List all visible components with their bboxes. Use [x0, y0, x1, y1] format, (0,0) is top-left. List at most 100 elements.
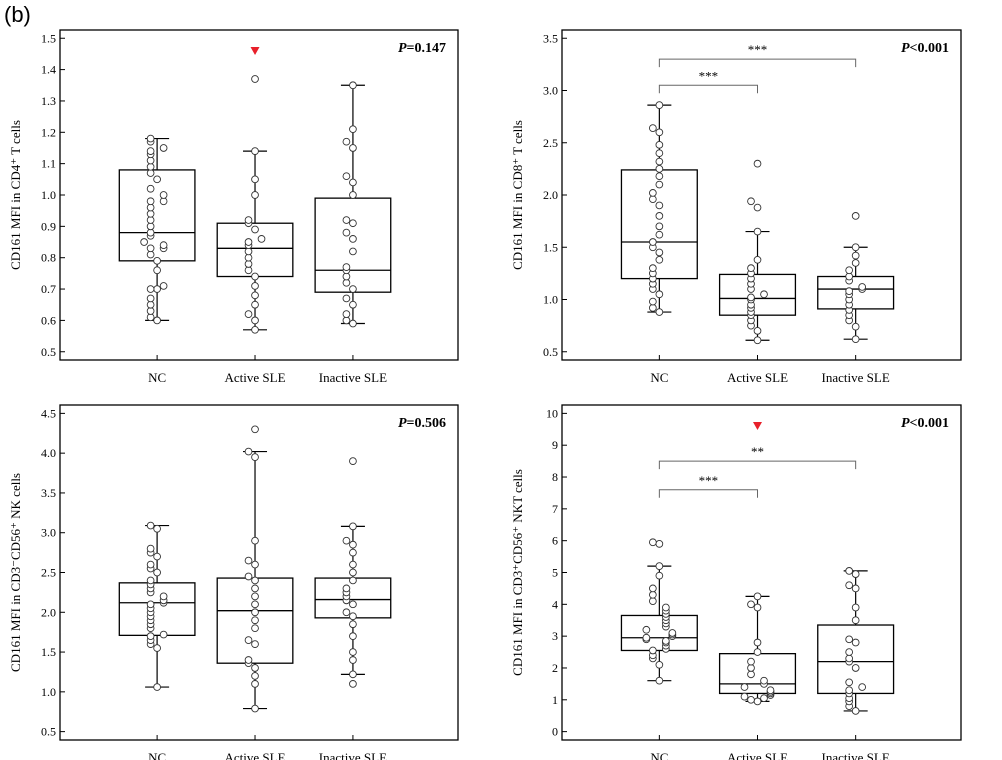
- data-point: [251, 608, 259, 617]
- data-point: [146, 285, 155, 293]
- data-point: [159, 241, 168, 250]
- data-point: [349, 144, 357, 152]
- data-point: [349, 319, 357, 328]
- box: [817, 275, 895, 310]
- box: [118, 582, 196, 637]
- data-point: [655, 149, 664, 158]
- data-point: [655, 157, 664, 166]
- data-point: [146, 147, 155, 155]
- data-point: [349, 191, 357, 199]
- data-point: [244, 238, 253, 246]
- data-point: [747, 293, 755, 302]
- data-point: [140, 238, 148, 246]
- y-tick-label: 0: [552, 725, 558, 739]
- data-point: [153, 524, 161, 533]
- red-triangle-marker: [250, 47, 260, 55]
- data-point: [342, 172, 351, 181]
- data-point: [851, 322, 860, 331]
- y-tick-label: 2.0: [41, 605, 56, 619]
- data-point: [349, 178, 357, 187]
- data-point: [251, 191, 259, 199]
- data-point: [244, 216, 253, 224]
- data-point: [858, 683, 867, 691]
- significance-stars: **: [751, 444, 764, 459]
- data-point: [146, 576, 155, 585]
- data-point: [349, 560, 357, 569]
- data-point: [251, 175, 259, 184]
- data-point: [153, 316, 161, 325]
- data-point: [655, 660, 664, 669]
- data-point: [342, 278, 351, 287]
- box: [118, 169, 196, 262]
- data-point: [851, 664, 860, 672]
- data-point: [342, 263, 351, 271]
- y-tick-label: 4: [552, 597, 558, 611]
- y-tick-label: 2.0: [543, 188, 558, 202]
- data-point: [251, 560, 259, 569]
- data-point: [349, 656, 357, 664]
- data-point: [159, 282, 168, 290]
- y-axis-label: CD161 MFI in CD4⁺ T cells: [8, 120, 23, 270]
- data-point: [146, 600, 155, 609]
- x-category-label: Inactive SLE: [319, 750, 387, 760]
- data-point: [349, 612, 357, 621]
- data-point: [146, 197, 155, 206]
- data-point: [845, 287, 854, 295]
- data-point: [845, 686, 854, 695]
- data-point: [649, 646, 657, 655]
- data-point: [747, 695, 755, 704]
- data-point: [349, 457, 357, 465]
- data-point: [349, 522, 357, 531]
- x-category-label: NC: [148, 750, 166, 760]
- data-point: [851, 212, 860, 220]
- data-point: [146, 300, 155, 309]
- data-point: [349, 670, 357, 679]
- panel-2: 0.5 1.0 1.5 2.0 2.5 3.0 3.5 NC Active SLE Inactiv…: [510, 29, 962, 385]
- data-point: [159, 191, 168, 199]
- data-point: [251, 325, 259, 334]
- data-point: [251, 272, 259, 281]
- data-point: [251, 680, 259, 688]
- box: [314, 197, 392, 293]
- data-point: [342, 216, 351, 224]
- y-tick-label: 6: [552, 534, 558, 548]
- data-point: [845, 654, 854, 663]
- y-tick-label: 1.0: [41, 188, 56, 202]
- data-point: [747, 657, 755, 666]
- data-point: [146, 156, 155, 165]
- panel-4: 0 1 2 3 4 5 6 7 8 9 10 NC Active SLE Inactive SLE CD16…: [510, 404, 962, 760]
- data-point: [747, 664, 755, 672]
- data-point: [251, 664, 259, 672]
- data-point: [753, 227, 762, 236]
- y-tick-label: 0.8: [41, 251, 56, 265]
- data-point: [146, 162, 155, 171]
- data-point: [649, 538, 657, 547]
- data-point: [649, 597, 657, 605]
- data-point: [251, 291, 259, 300]
- data-point: [159, 197, 168, 206]
- data-point: [851, 251, 860, 260]
- data-point: [251, 624, 259, 633]
- y-tick-label: 1: [552, 693, 558, 707]
- data-point: [649, 195, 657, 204]
- box: [620, 614, 698, 652]
- y-tick-label: 1.5: [41, 645, 56, 659]
- data-point: [349, 235, 357, 243]
- figure-label: (b): [4, 2, 31, 27]
- data-point: [655, 212, 664, 220]
- x-category-label: NC: [650, 750, 668, 760]
- data-point: [146, 222, 155, 231]
- y-tick-label: 1.0: [543, 293, 558, 307]
- data-point: [760, 290, 768, 299]
- data-point: [851, 616, 860, 625]
- y-tick-label: 0.9: [41, 219, 56, 233]
- significance-stars: ***: [699, 473, 719, 488]
- y-tick-label: 1.5: [41, 31, 56, 45]
- data-point: [146, 294, 155, 303]
- x-category-label: Inactive SLE: [822, 750, 890, 760]
- data-point: [753, 603, 762, 612]
- x-category-label: Active SLE: [727, 370, 788, 385]
- data-point: [649, 584, 657, 593]
- y-tick-label: 4.0: [41, 446, 56, 460]
- data-point: [655, 676, 664, 685]
